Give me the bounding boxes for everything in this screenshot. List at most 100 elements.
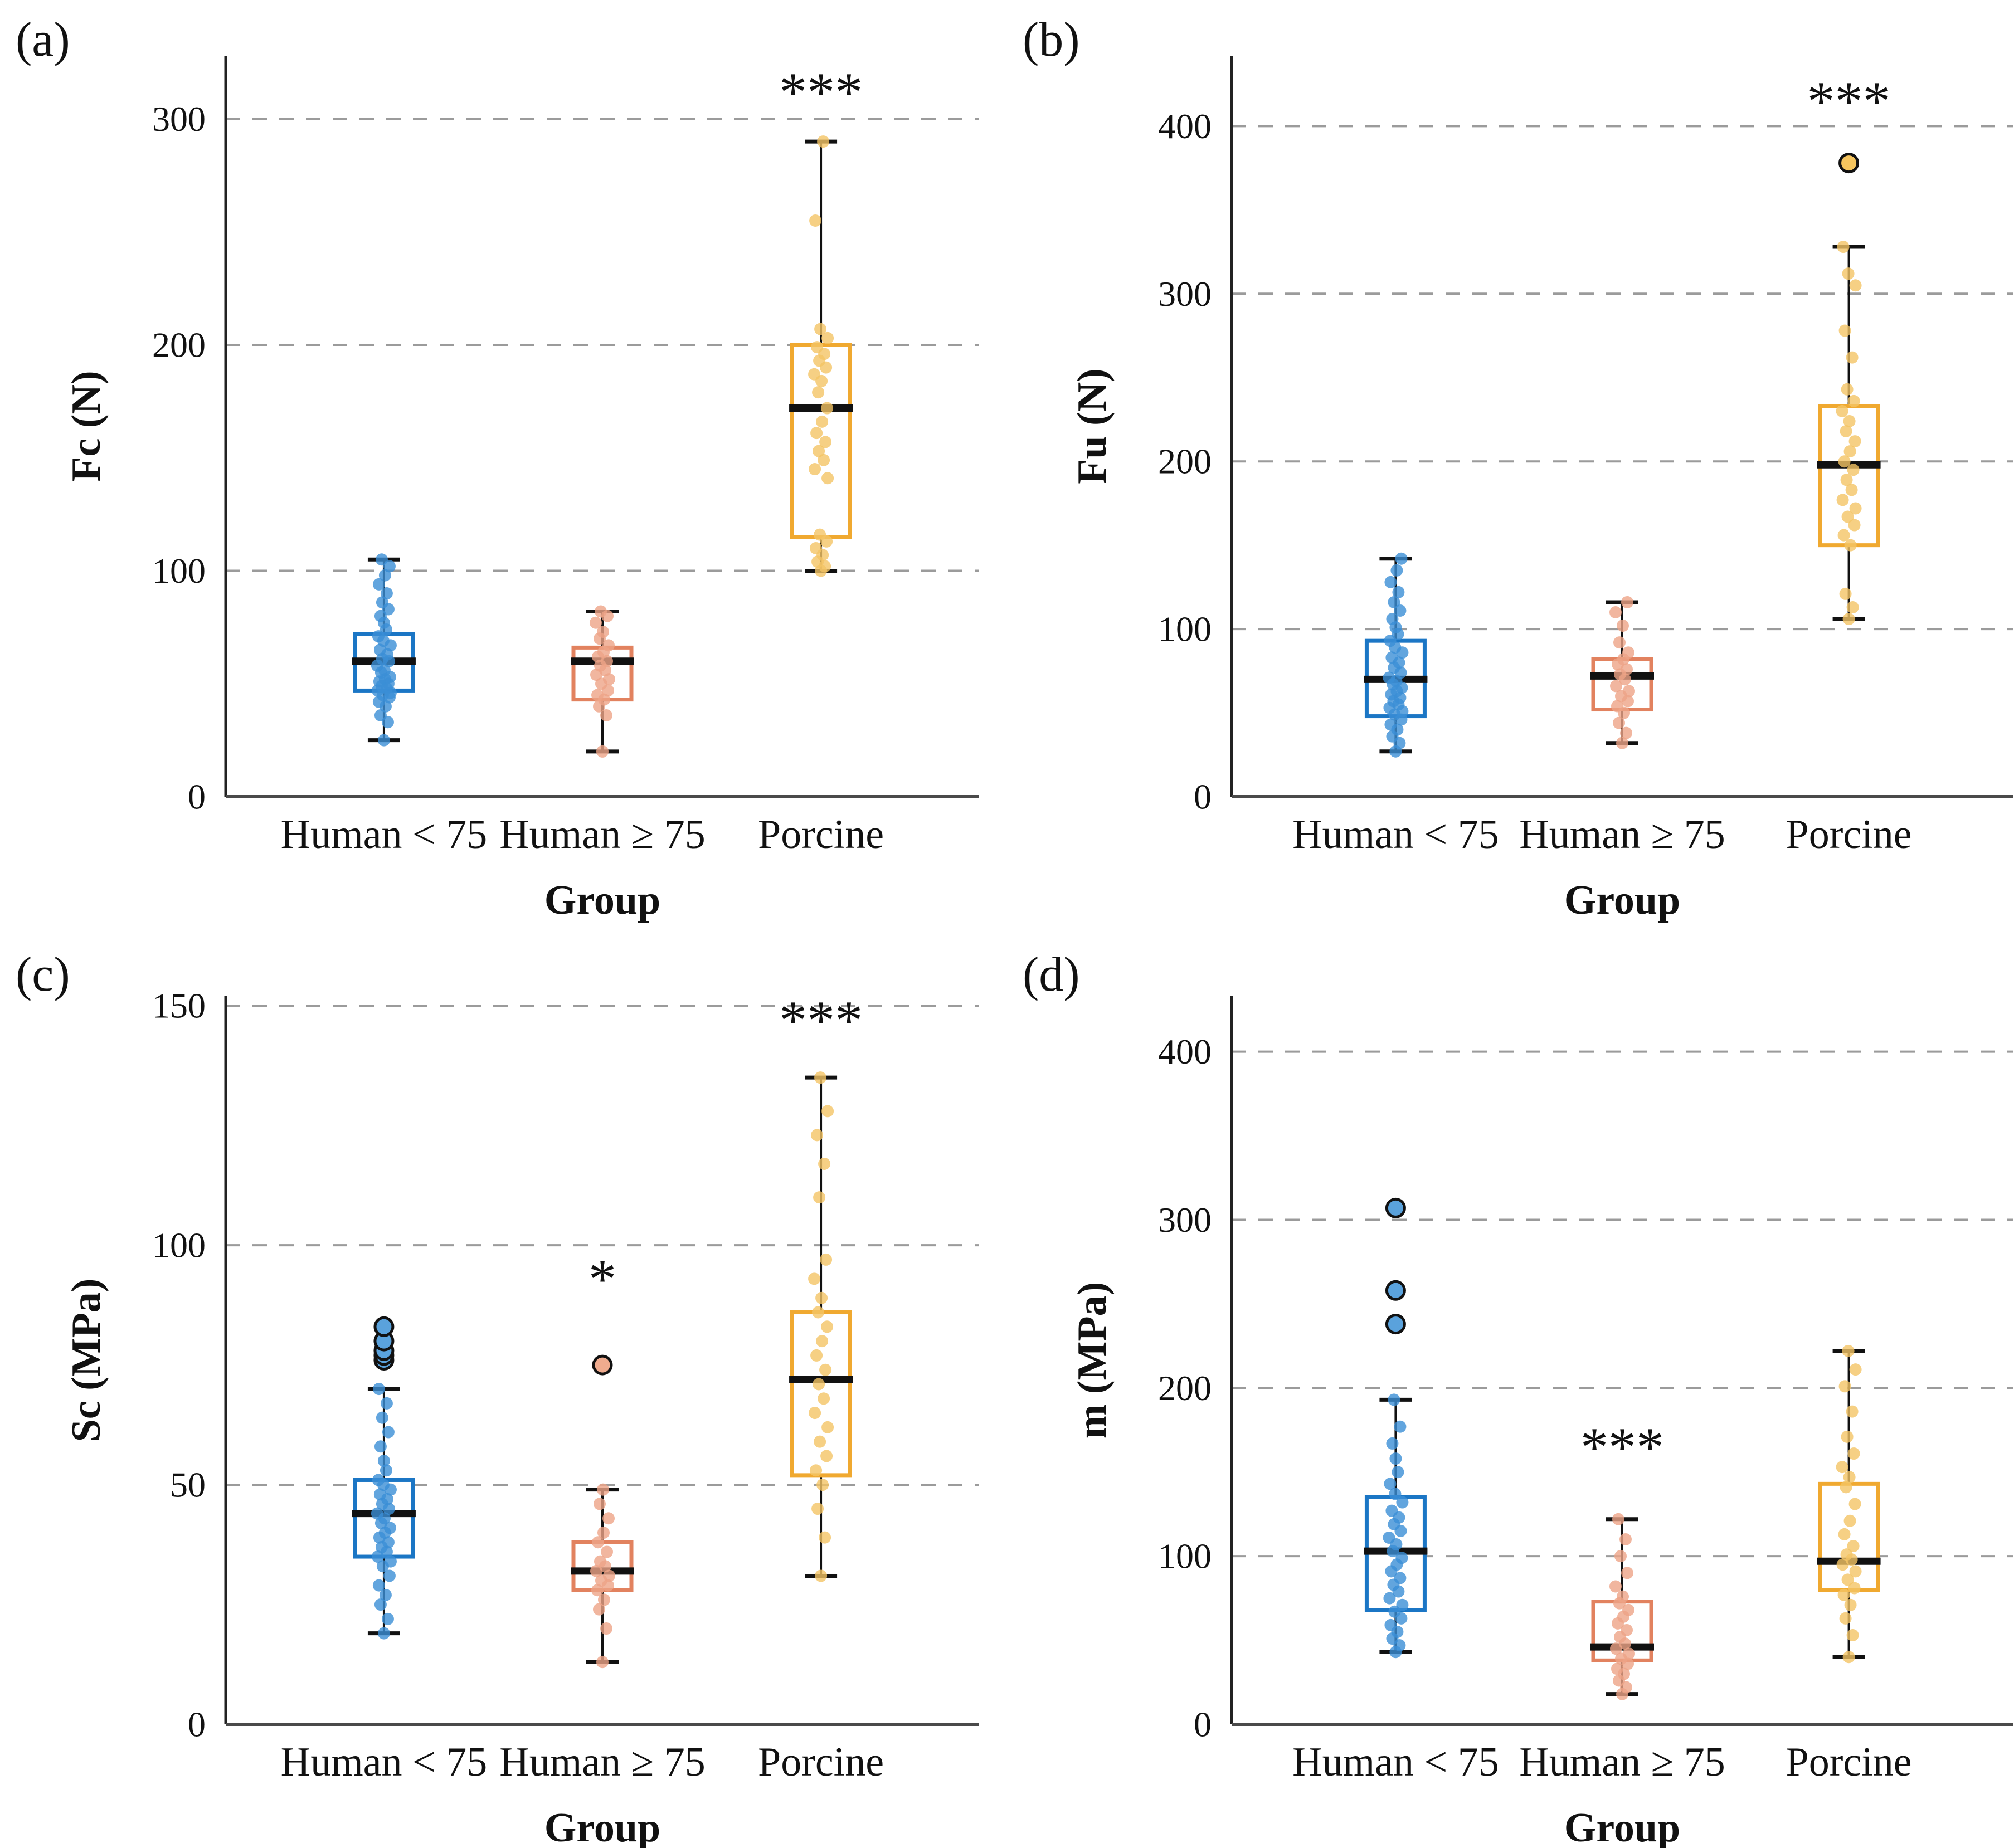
jitter-point bbox=[1838, 455, 1851, 468]
jitter-point bbox=[1612, 1513, 1624, 1525]
jitter-point bbox=[1611, 1662, 1623, 1675]
y-tick-label: 50 bbox=[170, 1465, 206, 1505]
jitter-point bbox=[1390, 564, 1403, 577]
jitter-point bbox=[377, 1455, 390, 1467]
jitter-point bbox=[1386, 613, 1399, 626]
jitter-point bbox=[1847, 1540, 1860, 1553]
jitter-point bbox=[1837, 1588, 1850, 1601]
jitter-point bbox=[373, 1488, 386, 1501]
jitter-point bbox=[1849, 279, 1862, 292]
y-tick-label: 200 bbox=[1158, 442, 1212, 481]
jitter-point bbox=[1385, 651, 1398, 664]
jitter-point bbox=[1620, 726, 1632, 739]
jitter-point bbox=[380, 1397, 393, 1410]
jitter-point bbox=[809, 1407, 821, 1420]
jitter-point bbox=[1392, 1466, 1404, 1479]
jitter-point bbox=[1621, 1567, 1633, 1579]
jitter-point bbox=[377, 734, 390, 747]
jitter-point bbox=[812, 386, 825, 399]
jitter-point bbox=[372, 578, 385, 591]
jitter-point bbox=[815, 1291, 828, 1304]
jitter-point bbox=[372, 1474, 385, 1486]
jitter-point bbox=[596, 1656, 609, 1669]
jitter-point bbox=[372, 1383, 385, 1396]
jitter-point bbox=[593, 1603, 605, 1616]
jitter-point bbox=[1392, 586, 1405, 598]
jitter-point bbox=[1613, 636, 1626, 649]
jitter-point bbox=[1383, 1592, 1396, 1605]
jitter-point bbox=[814, 528, 826, 541]
y-tick-label: 100 bbox=[1158, 610, 1212, 649]
x-tick-label: Porcine bbox=[1786, 1739, 1912, 1785]
jitter-point bbox=[1617, 620, 1629, 632]
jitter-point bbox=[820, 1450, 833, 1462]
jitter-point bbox=[1848, 1498, 1861, 1510]
y-tick-label: 300 bbox=[152, 99, 206, 139]
jitter-point bbox=[810, 427, 823, 440]
outlier-point bbox=[1385, 1314, 1406, 1335]
boxplot-chart-d: 0 100 200 300 400 m (MPa) Human < 75 *** Human ≥… bbox=[1023, 948, 2013, 1848]
boxplot-chart-a: 0 100 200 300 Fc (N) Human < 75 Human ≥ 75 *** P… bbox=[16, 13, 979, 923]
panel-letter: (c) bbox=[16, 948, 70, 1002]
y-tick-label: 100 bbox=[152, 1226, 206, 1265]
x-axis-title: Group bbox=[544, 877, 660, 923]
jitter-point bbox=[1836, 404, 1848, 417]
jitter-point bbox=[1383, 671, 1395, 684]
jitter-point bbox=[1609, 1580, 1622, 1593]
jitter-point bbox=[811, 1129, 824, 1142]
boxplot-chart-b: 0 100 200 300 400 Fu (N) Human < 75 Human ≥ 75 *… bbox=[1023, 13, 2013, 923]
jitter-point bbox=[1837, 241, 1850, 253]
jitter-point bbox=[1846, 1405, 1859, 1418]
jitter-point bbox=[813, 445, 825, 457]
jitter-point bbox=[811, 341, 824, 354]
jitter-point bbox=[1849, 502, 1862, 515]
jitter-point bbox=[594, 1555, 606, 1568]
jitter-point bbox=[1622, 1603, 1634, 1616]
jitter-point bbox=[1841, 383, 1854, 396]
jitter-point bbox=[1844, 1598, 1857, 1611]
jitter-point bbox=[1846, 1629, 1859, 1642]
jitter-point bbox=[1841, 1430, 1854, 1443]
jitter-point bbox=[1395, 1552, 1408, 1564]
jitter-point bbox=[814, 1435, 826, 1448]
y-tick-label: 200 bbox=[1158, 1368, 1212, 1408]
jitter-point bbox=[378, 569, 391, 582]
jitter-point bbox=[1394, 604, 1407, 617]
jitter-point bbox=[1847, 394, 1860, 407]
jitter-point bbox=[1842, 1344, 1855, 1357]
jitter-point bbox=[816, 1335, 829, 1348]
jitter-point bbox=[1389, 1488, 1402, 1500]
jitter-point bbox=[817, 135, 830, 148]
jitter-point bbox=[810, 1464, 823, 1477]
jitter-point bbox=[1616, 737, 1628, 749]
jitter-point bbox=[1843, 1514, 1856, 1527]
jitter-point bbox=[819, 1363, 832, 1376]
jitter-point bbox=[1384, 1618, 1397, 1631]
jitter-point bbox=[1836, 494, 1849, 506]
jitter-point bbox=[594, 1498, 606, 1510]
jitter-point bbox=[376, 1411, 388, 1424]
jitter-point bbox=[372, 1579, 385, 1592]
jitter-point bbox=[1837, 529, 1850, 542]
panel-d: 0 100 200 300 400 m (MPa) Human < 75 *** Human ≥… bbox=[1007, 924, 2014, 1848]
y-tick-label: 150 bbox=[152, 986, 206, 1026]
jitter-point bbox=[1394, 1572, 1407, 1584]
jitter-point bbox=[1396, 1598, 1409, 1611]
jitter-point bbox=[816, 1479, 829, 1491]
jitter-point bbox=[814, 323, 827, 335]
jitter-point bbox=[819, 436, 832, 448]
jitter-point bbox=[1848, 519, 1861, 532]
jitter-point bbox=[590, 616, 602, 629]
jitter-point bbox=[601, 1545, 613, 1558]
x-tick-label: Porcine bbox=[758, 812, 884, 857]
jitter-point bbox=[1621, 1623, 1633, 1636]
jitter-point bbox=[375, 553, 388, 566]
jitter-point bbox=[1614, 1550, 1627, 1563]
jitter-point bbox=[1395, 552, 1408, 565]
jitter-point bbox=[377, 1627, 390, 1640]
jitter-point bbox=[821, 331, 834, 344]
y-tick-label: 300 bbox=[1158, 274, 1212, 314]
jitter-point bbox=[603, 1569, 615, 1582]
jitter-point bbox=[1843, 415, 1856, 427]
jitter-point bbox=[384, 1555, 397, 1568]
